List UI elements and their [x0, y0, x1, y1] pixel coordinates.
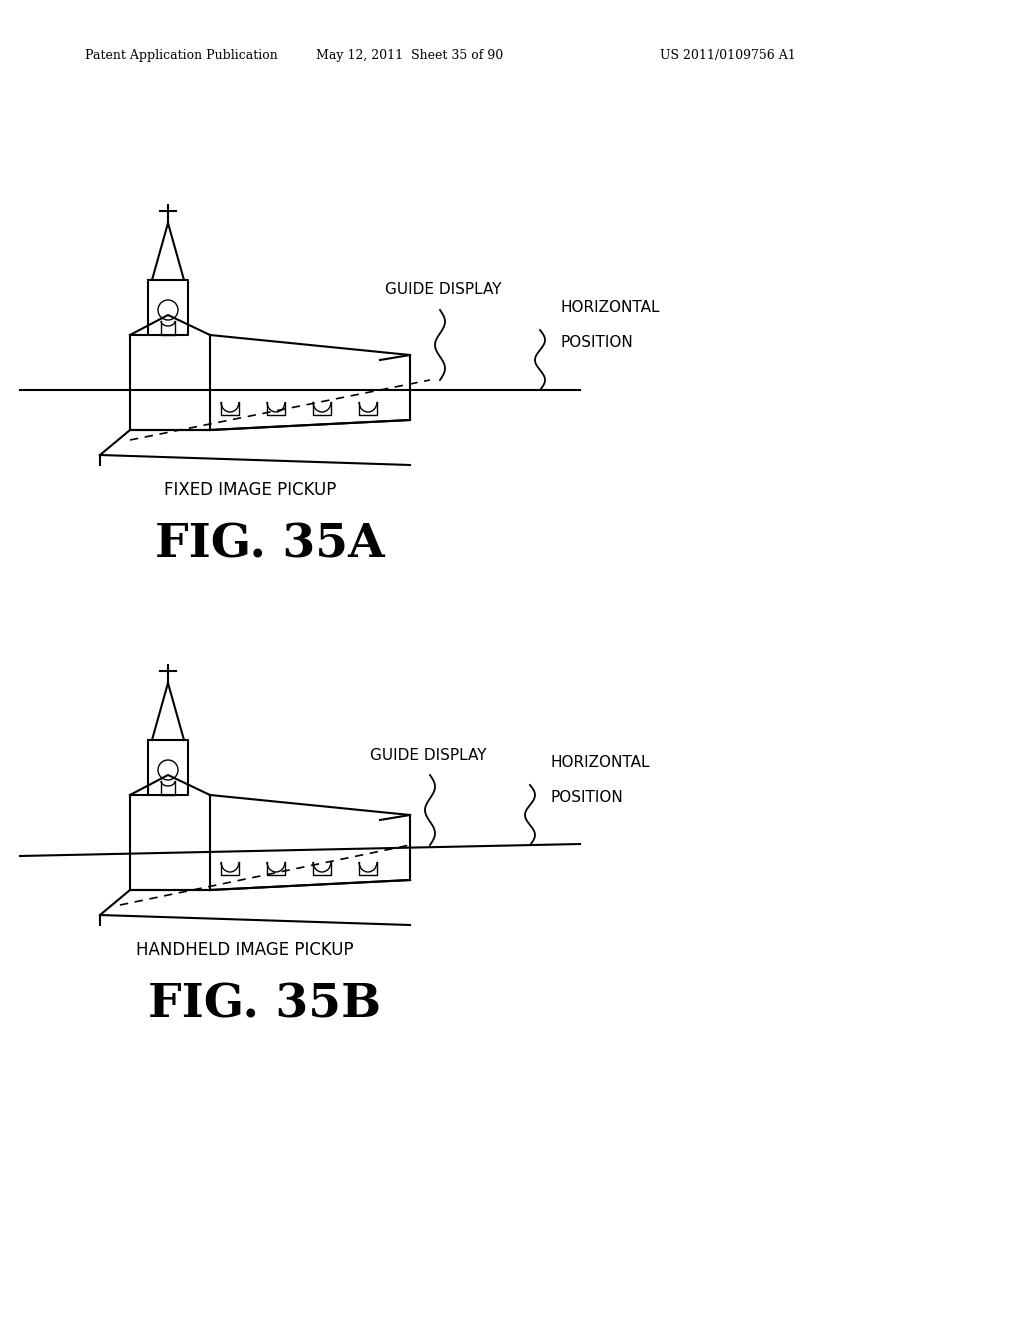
Text: HORIZONTAL: HORIZONTAL	[550, 755, 649, 770]
Text: Patent Application Publication: Patent Application Publication	[85, 49, 278, 62]
Text: POSITION: POSITION	[550, 789, 623, 805]
Text: FIG. 35B: FIG. 35B	[148, 982, 382, 1028]
Text: US 2011/0109756 A1: US 2011/0109756 A1	[660, 49, 796, 62]
Text: HANDHELD IMAGE PICKUP: HANDHELD IMAGE PICKUP	[136, 941, 354, 960]
Text: GUIDE DISPLAY: GUIDE DISPLAY	[370, 747, 486, 763]
Text: HORIZONTAL: HORIZONTAL	[560, 300, 659, 315]
Text: FIXED IMAGE PICKUP: FIXED IMAGE PICKUP	[164, 480, 336, 499]
Text: FIG. 35A: FIG. 35A	[155, 521, 385, 568]
Text: May 12, 2011  Sheet 35 of 90: May 12, 2011 Sheet 35 of 90	[316, 49, 504, 62]
Text: POSITION: POSITION	[560, 335, 633, 350]
Text: GUIDE DISPLAY: GUIDE DISPLAY	[385, 282, 502, 297]
